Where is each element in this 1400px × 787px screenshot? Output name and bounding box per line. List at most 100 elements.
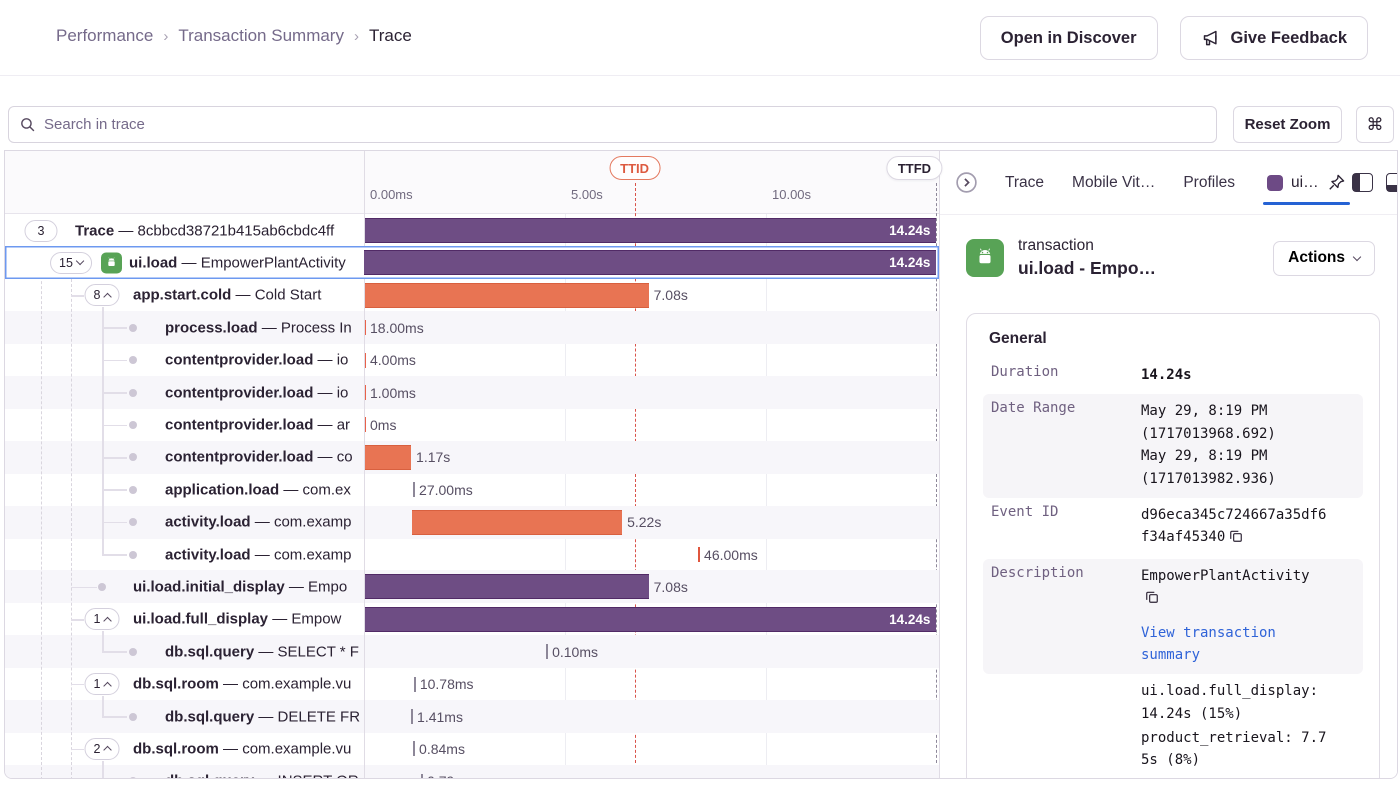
ttfd-badge[interactable]: TTFD <box>886 156 943 180</box>
give-feedback-button[interactable]: Give Feedback <box>1179 16 1368 60</box>
breadcrumb: Performance › Transaction Summary › Trac… <box>56 26 412 46</box>
span-duration-tick[interactable] <box>411 709 414 724</box>
ttid-badge[interactable]: TTID <box>609 156 661 180</box>
copy-icon[interactable] <box>1145 589 1159 611</box>
search-icon <box>19 116 36 133</box>
android-icon <box>966 239 1004 277</box>
span-duration-bar[interactable]: 14.24s <box>364 218 937 243</box>
trace-row-db.sql.room[interactable]: 1 db.sql.room — com.example.vu 10.78ms <box>5 668 939 701</box>
span-duration-tick[interactable] <box>413 482 416 498</box>
span-name: application.load — com.ex <box>165 481 351 499</box>
trace-row-contentprovider.load[interactable]: contentprovider.load — co 1.17s <box>5 440 939 474</box>
active-tab-label: ui… <box>1291 173 1319 191</box>
span-duration-tick[interactable] <box>364 352 366 368</box>
span-bar-cell: 7.08s <box>364 570 939 603</box>
span-duration-tick[interactable] <box>546 644 549 660</box>
axis-tick-label: 10.00s <box>772 187 812 202</box>
span-children-badge[interactable]: 3 <box>24 219 58 242</box>
span-children-badge[interactable]: 1 <box>84 608 120 631</box>
panel-divider[interactable] <box>939 151 940 778</box>
trace-row-activity.load[interactable]: activity.load — com.examp 46.00ms <box>5 538 939 571</box>
trace-row-db.sql.query[interactable]: db.sql.query — SELECT * F 0.10ms <box>5 635 939 669</box>
span-children-badge[interactable]: 1 <box>84 673 120 696</box>
span-children-badge[interactable]: 8 <box>84 284 120 307</box>
trace-row-application.load[interactable]: application.load — com.ex 27.00ms <box>5 473 939 506</box>
span-tree-cell: db.sql.query — DELETE FR <box>5 700 364 733</box>
span-duration-tick[interactable] <box>413 741 416 757</box>
trace-row-ui.load.full_display[interactable]: 1 ui.load.full_display — Empow 14.24s <box>5 603 939 636</box>
breadcrumb-performance[interactable]: Performance <box>56 26 154 45</box>
span-duration-tick[interactable] <box>413 676 416 692</box>
collapse-panel-icon[interactable] <box>954 170 979 195</box>
command-shortcut-button[interactable]: ⌘ <box>1356 106 1394 143</box>
span-duration-tick[interactable] <box>364 417 366 433</box>
trace-row-contentprovider.load[interactable]: contentprovider.load — io 4.00ms <box>5 344 939 377</box>
layout-left-panel-icon[interactable] <box>1351 173 1373 192</box>
span-tree-cell: activity.load — com.examp <box>5 506 364 539</box>
trace-row-Trace[interactable]: 3 Trace — 8cbbcd38721b415ab6cbdc4ff 14.24s <box>5 214 939 247</box>
general-row-event-id: Event ID d96eca345c724667a35df6f34af45340 <box>983 498 1363 559</box>
duration-label: 0.84ms <box>419 740 465 757</box>
span-duration-tick[interactable] <box>364 385 366 400</box>
span-duration-tick[interactable] <box>364 320 366 336</box>
span-bar-cell: 14.24s <box>364 214 939 247</box>
span-tree-cell: 8 app.start.cold — Cold Start <box>5 279 364 312</box>
span-bar-cell: 14.24s <box>364 603 939 636</box>
ttid-marker-line <box>634 183 636 778</box>
span-duration-bar[interactable]: 14.24s <box>364 606 937 632</box>
search-in-trace-field[interactable] <box>8 106 1217 143</box>
general-value-text: May 29, 8:19 PM (1717013968.692) May 29,… <box>1141 403 1276 487</box>
span-children-badge[interactable]: 2 <box>84 737 120 760</box>
span-tree-cell: 15 ui.load — EmpowerPlantActivity <box>5 246 364 279</box>
trace-row-db.sql.query[interactable]: db.sql.query — INSERT OR 0.79ms <box>5 764 939 778</box>
span-bar-cell: 10.78ms <box>364 668 939 701</box>
span-duration-bar[interactable] <box>412 509 623 535</box>
span-name: Trace — 8cbbcd38721b415ab6cbdc4ff <box>75 222 335 239</box>
trace-row-ui.load[interactable]: 15 ui.load — EmpowerPlantActivity 14.24s <box>5 246 939 280</box>
span-duration-tick[interactable] <box>421 773 424 778</box>
span-tree-cell: db.sql.query — INSERT OR <box>5 765 364 778</box>
span-bar-cell: 18.00ms <box>364 311 939 344</box>
actions-button[interactable]: Actions <box>1273 240 1375 276</box>
open-in-discover-button[interactable]: Open in Discover <box>979 16 1158 60</box>
span-duration-bar[interactable] <box>364 282 649 308</box>
tab-profiles[interactable]: Profiles <box>1183 173 1236 191</box>
tab-mobile-vitals[interactable]: Mobile Vit… <box>1072 173 1156 191</box>
give-feedback-label: Give Feedback <box>1230 28 1347 47</box>
span-tree-cell: ui.load.initial_display — Empo <box>5 570 364 603</box>
span-bar-cell: 0.79ms <box>364 765 939 778</box>
trace-row-app.start.cold[interactable]: 8 app.start.cold — Cold Start 7.08s <box>5 279 939 312</box>
span-bar-cell: 0ms <box>364 408 939 441</box>
span-duration-tick[interactable] <box>698 547 701 562</box>
chevron-down-icon <box>1352 252 1362 261</box>
tab-ui-load-active[interactable]: ui… <box>1263 151 1350 214</box>
trace-row-db.sql.room[interactable]: 2 db.sql.room — com.example.vu 0.84ms <box>5 732 939 765</box>
span-duration-bar[interactable]: 14.24s <box>364 250 937 276</box>
tree-timeline-divider[interactable] <box>364 151 365 778</box>
span-duration-bar[interactable] <box>364 574 649 600</box>
copy-icon[interactable] <box>1229 528 1243 550</box>
trace-row-ui.load.initial_display[interactable]: ui.load.initial_display — Empo 7.08s <box>5 570 939 604</box>
view-transaction-summary-link[interactable]: View transaction summary <box>1141 624 1276 663</box>
tab-trace[interactable]: Trace <box>1005 173 1045 191</box>
search-input[interactable] <box>44 116 1206 133</box>
ttfd-marker-line <box>936 183 938 778</box>
span-duration-bar[interactable] <box>364 444 412 470</box>
trace-row-activity.load[interactable]: activity.load — com.examp 5.22s <box>5 505 939 539</box>
trace-row-contentprovider.load[interactable]: contentprovider.load — io 1.00ms <box>5 376 939 409</box>
trace-row-contentprovider.load[interactable]: contentprovider.load — ar 0ms <box>5 408 939 441</box>
duration-label: 46.00ms <box>704 546 758 563</box>
pin-icon[interactable] <box>1327 173 1346 192</box>
reset-zoom-button[interactable]: Reset Zoom <box>1233 106 1342 143</box>
general-row-label: Description <box>991 564 1084 581</box>
trace-row-process.load[interactable]: process.load — Process In 18.00ms <box>5 311 939 345</box>
breadcrumb-separator: › <box>353 27 359 45</box>
span-children-badge[interactable]: 15 <box>50 251 92 274</box>
timeline-header <box>5 151 939 214</box>
span-name: contentprovider.load — io <box>165 351 349 369</box>
layout-bottom-panel-icon[interactable] <box>1385 173 1397 192</box>
span-name: contentprovider.load — io <box>165 384 349 401</box>
span-name: db.sql.query — DELETE FR <box>165 708 361 725</box>
trace-row-db.sql.query[interactable]: db.sql.query — DELETE FR 1.41ms <box>5 700 939 733</box>
breadcrumb-transaction-summary[interactable]: Transaction Summary <box>178 26 344 45</box>
